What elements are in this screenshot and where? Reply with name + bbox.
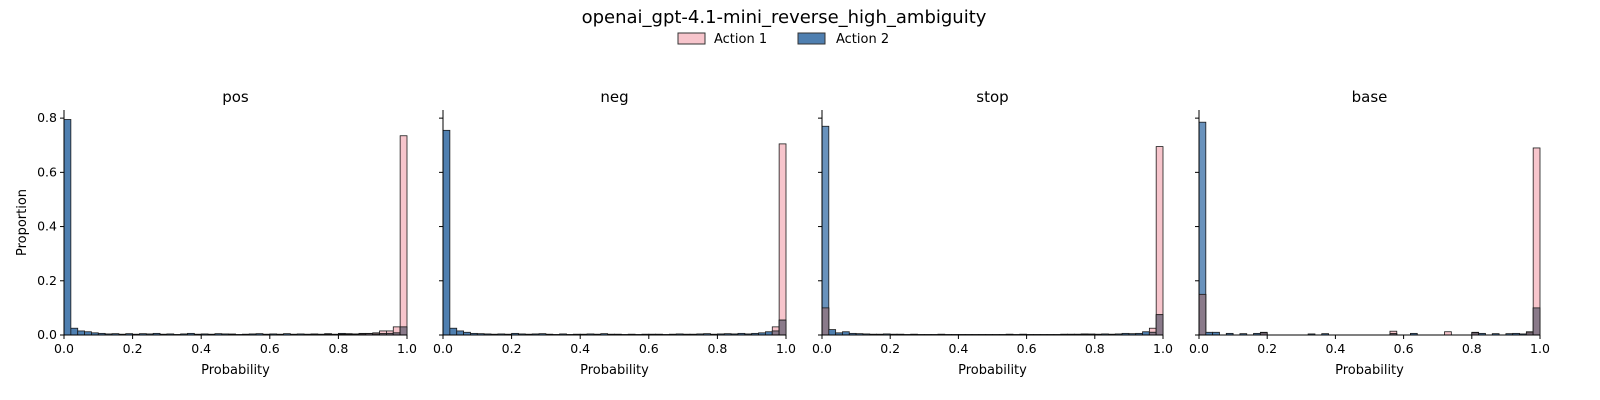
x-tick-label: 0.8 bbox=[1462, 341, 1482, 356]
x-tick-label: 0.2 bbox=[502, 341, 522, 356]
bar-action-1 bbox=[1532, 147, 1541, 336]
bar-overlap bbox=[1198, 293, 1207, 336]
panel-neg: 0.0 0.2 0.4 0.6 0.8 1.0 neg Probability bbox=[433, 88, 796, 378]
y-tick-label: 0.4 bbox=[37, 219, 57, 234]
bar-overlap bbox=[778, 319, 787, 336]
x-tick-label: 0.6 bbox=[260, 341, 280, 356]
y-tick-label: 0.8 bbox=[37, 110, 57, 125]
x-tick-label: 0.4 bbox=[570, 341, 590, 356]
bar-overlap bbox=[771, 330, 780, 336]
x-tick-label: 0.4 bbox=[948, 341, 968, 356]
panel-stop: 0.0 0.2 0.4 0.6 0.8 1.0 stop Probability bbox=[812, 88, 1173, 378]
x-axis-label: Probability bbox=[958, 363, 1027, 378]
x-tick-label: 0.6 bbox=[1394, 341, 1414, 356]
x-tick-label: 1.0 bbox=[1530, 341, 1550, 356]
figure-title: openai_gpt-4.1-mini_reverse_high_ambigui… bbox=[582, 7, 987, 28]
x-tick-label: 0.2 bbox=[880, 341, 900, 356]
y-tick-label: 0.2 bbox=[37, 273, 57, 288]
x-axis-label: Probability bbox=[580, 363, 649, 378]
y-tick-label: 0.6 bbox=[37, 164, 57, 179]
x-tick-label: 0.6 bbox=[639, 341, 659, 356]
legend: Action 1 Action 2 bbox=[677, 32, 889, 47]
x-tick-label: 0.8 bbox=[1085, 341, 1105, 356]
panel-title-base: base bbox=[1352, 88, 1388, 106]
x-tick-label: 0.0 bbox=[812, 341, 832, 356]
bar-action-1 bbox=[399, 135, 408, 336]
bar-overlap bbox=[399, 326, 408, 336]
panel-title-pos: pos bbox=[222, 88, 249, 106]
y-tick-label: 0.0 bbox=[37, 327, 57, 342]
bar-overlap bbox=[821, 307, 830, 336]
bar-action-2 bbox=[63, 119, 72, 336]
bar-action-2 bbox=[821, 125, 830, 336]
x-tick-label: 0.0 bbox=[54, 341, 74, 356]
x-tick-label: 0.8 bbox=[328, 341, 348, 356]
x-tick-label: 1.0 bbox=[776, 341, 796, 356]
bar-action-2 bbox=[449, 327, 458, 336]
bar-action-1 bbox=[1155, 146, 1164, 336]
panel-pos: 0.0 0.2 0.4 0.6 0.8 1.0 0.0 0.2 0.4 0.6 0.8 pos Prob… bbox=[15, 88, 417, 378]
x-axis-label: Probability bbox=[1335, 363, 1404, 378]
x-tick-label: 0.4 bbox=[1325, 341, 1345, 356]
legend-swatch-action-1 bbox=[677, 32, 706, 45]
bar-overlap bbox=[1532, 307, 1541, 336]
legend-swatch-action-2 bbox=[797, 32, 826, 45]
bar-action-2 bbox=[456, 330, 464, 336]
x-axis-label: Probability bbox=[201, 363, 270, 378]
panel-title-stop: stop bbox=[976, 88, 1008, 106]
x-tick-label: 0.2 bbox=[123, 341, 143, 356]
legend-label-action-1: Action 1 bbox=[714, 32, 767, 47]
panel-title-neg: neg bbox=[600, 88, 628, 106]
x-tick-label: 0.4 bbox=[191, 341, 211, 356]
bar-action-2 bbox=[442, 129, 451, 336]
x-tick-label: 0.6 bbox=[1017, 341, 1037, 356]
bar-action-2 bbox=[77, 330, 85, 336]
x-tick-label: 0.8 bbox=[707, 341, 727, 356]
bar-action-1 bbox=[778, 143, 787, 336]
x-tick-label: 1.0 bbox=[397, 341, 417, 356]
bar-action-2 bbox=[70, 327, 79, 336]
bar-overlap bbox=[1155, 314, 1164, 336]
bar-action-2 bbox=[828, 329, 837, 336]
x-tick-label: 1.0 bbox=[1153, 341, 1173, 356]
legend-label-action-2: Action 2 bbox=[836, 32, 889, 47]
x-tick-label: 0.0 bbox=[1189, 341, 1209, 356]
panels: 0.0 0.2 0.4 0.6 0.8 1.0 0.0 0.2 0.4 0.6 0.8 pos Prob… bbox=[15, 88, 1550, 378]
x-tick-label: 0.0 bbox=[433, 341, 453, 356]
y-axis-label: Proportion bbox=[15, 189, 30, 256]
panel-base: 0.0 0.2 0.4 0.6 0.8 1.0 base Probability bbox=[1189, 88, 1550, 378]
x-tick-label: 0.2 bbox=[1257, 341, 1277, 356]
